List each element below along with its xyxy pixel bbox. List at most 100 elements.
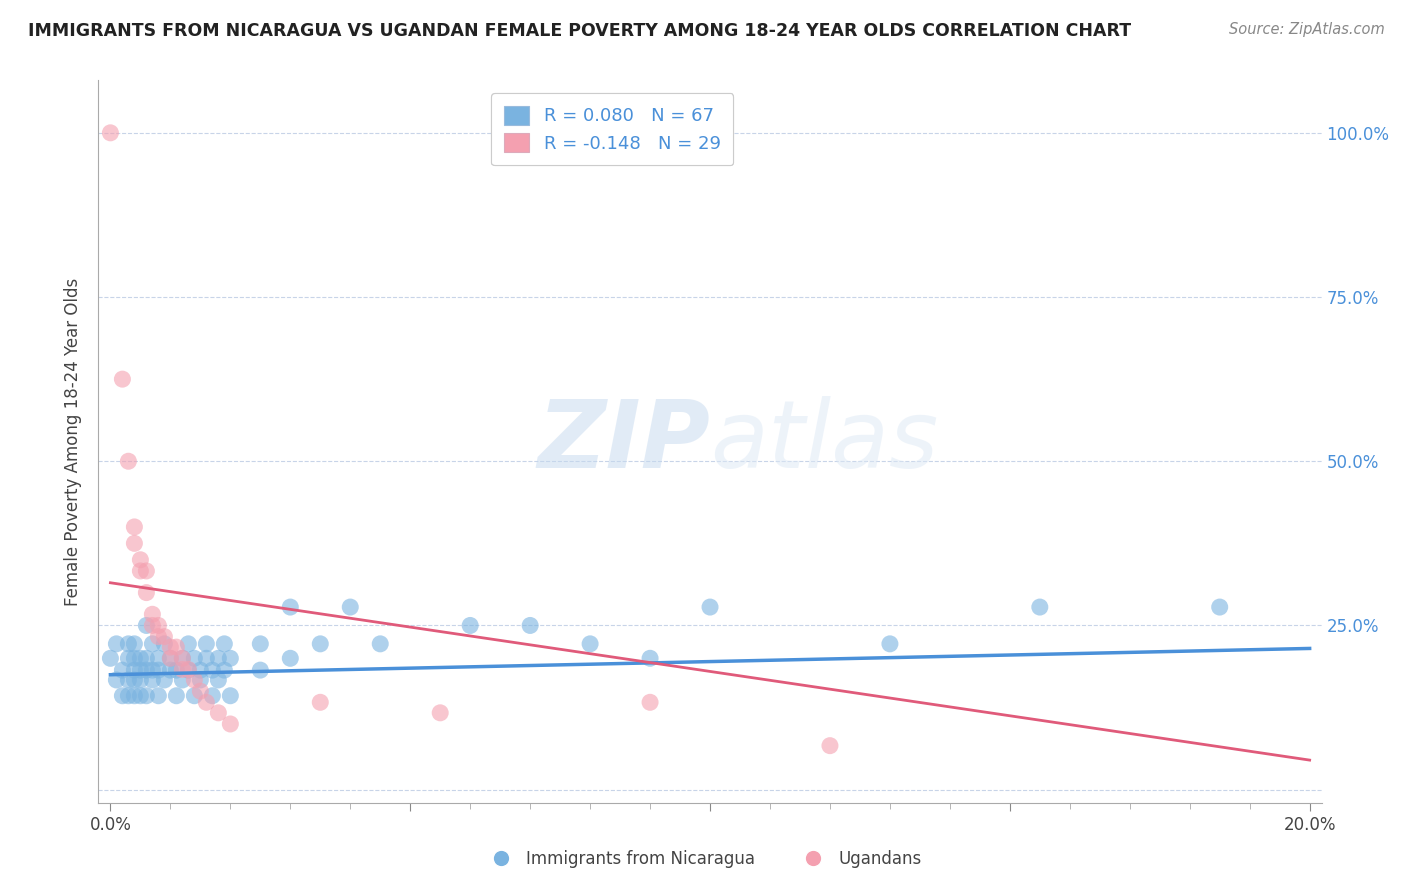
Point: [117, 637, 139, 651]
Point: [153, 637, 176, 651]
Point: [172, 673, 194, 687]
Point: [105, 673, 128, 687]
Point: [429, 706, 451, 720]
Point: [159, 663, 181, 677]
Point: [201, 663, 224, 677]
Point: [207, 651, 229, 665]
Point: [117, 454, 139, 468]
Point: [165, 640, 187, 654]
Point: [339, 600, 361, 615]
Point: [111, 663, 134, 677]
Point: [177, 637, 200, 651]
Point: [879, 637, 901, 651]
Point: [129, 651, 152, 665]
Point: [129, 673, 152, 687]
Point: [111, 372, 134, 386]
Point: [159, 640, 181, 654]
Point: [188, 663, 211, 677]
Text: atlas: atlas: [710, 396, 938, 487]
Legend: Immigrants from Nicaragua, Ugandans: Immigrants from Nicaragua, Ugandans: [478, 844, 928, 875]
Point: [117, 651, 139, 665]
Point: [148, 630, 170, 644]
Point: [141, 607, 163, 622]
Point: [249, 663, 271, 677]
Point: [249, 637, 271, 651]
Point: [195, 637, 218, 651]
Point: [129, 689, 152, 703]
Point: [124, 651, 146, 665]
Point: [214, 637, 236, 651]
Point: [124, 536, 146, 550]
Point: [141, 663, 163, 677]
Point: [135, 651, 157, 665]
Y-axis label: Female Poverty Among 18-24 Year Olds: Female Poverty Among 18-24 Year Olds: [65, 277, 83, 606]
Point: [214, 663, 236, 677]
Point: [117, 689, 139, 703]
Point: [135, 585, 157, 599]
Point: [278, 600, 301, 615]
Point: [278, 651, 301, 665]
Point: [100, 126, 122, 140]
Point: [207, 673, 229, 687]
Point: [148, 663, 170, 677]
Point: [699, 600, 721, 615]
Point: [183, 651, 205, 665]
Point: [124, 689, 146, 703]
Point: [124, 663, 146, 677]
Point: [183, 673, 205, 687]
Point: [309, 637, 332, 651]
Point: [105, 637, 128, 651]
Point: [141, 618, 163, 632]
Point: [159, 651, 181, 665]
Point: [219, 689, 242, 703]
Point: [153, 673, 176, 687]
Point: [177, 663, 200, 677]
Point: [188, 673, 211, 687]
Point: [1208, 600, 1230, 615]
Text: Source: ZipAtlas.com: Source: ZipAtlas.com: [1229, 22, 1385, 37]
Point: [172, 651, 194, 665]
Text: IMMIGRANTS FROM NICARAGUA VS UGANDAN FEMALE POVERTY AMONG 18-24 YEAR OLDS CORREL: IMMIGRANTS FROM NICARAGUA VS UGANDAN FEM…: [28, 22, 1132, 40]
Point: [172, 663, 194, 677]
Point: [579, 637, 602, 651]
Point: [219, 717, 242, 731]
Point: [458, 618, 481, 632]
Point: [148, 651, 170, 665]
Point: [135, 564, 157, 578]
Point: [148, 689, 170, 703]
Point: [111, 689, 134, 703]
Point: [124, 673, 146, 687]
Point: [195, 695, 218, 709]
Point: [141, 637, 163, 651]
Point: [183, 689, 205, 703]
Point: [195, 651, 218, 665]
Point: [309, 695, 332, 709]
Point: [135, 663, 157, 677]
Point: [148, 618, 170, 632]
Point: [165, 663, 187, 677]
Point: [188, 684, 211, 698]
Point: [129, 564, 152, 578]
Point: [100, 651, 122, 665]
Point: [129, 663, 152, 677]
Point: [129, 553, 152, 567]
Point: [117, 673, 139, 687]
Point: [135, 618, 157, 632]
Point: [818, 739, 841, 753]
Legend: R = 0.080   N = 67, R = -0.148   N = 29: R = 0.080 N = 67, R = -0.148 N = 29: [491, 93, 733, 165]
Point: [177, 663, 200, 677]
Point: [135, 689, 157, 703]
Point: [165, 689, 187, 703]
Point: [153, 630, 176, 644]
Point: [1029, 600, 1052, 615]
Point: [124, 637, 146, 651]
Point: [219, 651, 242, 665]
Point: [141, 673, 163, 687]
Point: [172, 651, 194, 665]
Point: [638, 695, 661, 709]
Text: ZIP: ZIP: [537, 395, 710, 488]
Point: [207, 706, 229, 720]
Point: [638, 651, 661, 665]
Point: [124, 520, 146, 534]
Point: [519, 618, 541, 632]
